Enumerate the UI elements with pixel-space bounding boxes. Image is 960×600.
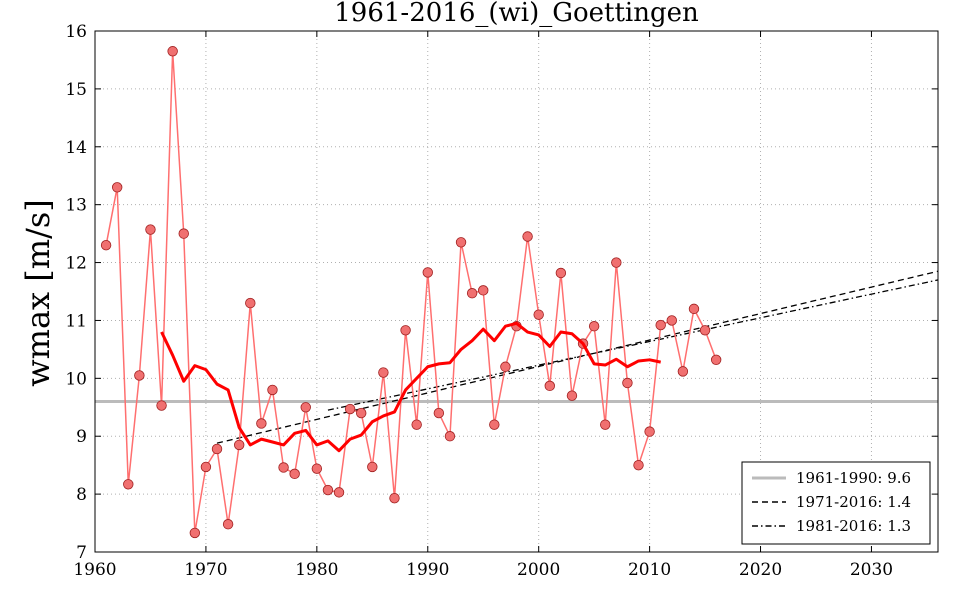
annual-data-point <box>566 390 578 401</box>
annual-data-point <box>500 361 511 372</box>
x-tick-label: 2020 <box>739 560 782 580</box>
x-tick-label: 2000 <box>517 560 560 580</box>
annual-data-point <box>422 267 433 278</box>
plot-area <box>95 46 938 539</box>
annual-data-point <box>344 403 356 415</box>
legend-entry-1981-label: 1981-2016: 1.3 <box>796 517 911 535</box>
annual-series-line <box>105 51 717 534</box>
plot-frame <box>94 30 939 553</box>
annual-data-point <box>311 463 323 474</box>
y-tick-label: 13 <box>65 196 87 216</box>
x-tick-label: 1990 <box>406 560 449 580</box>
chart-title: 1961-2016_(wi)_Goettingen <box>334 0 699 28</box>
annual-data-point <box>478 285 489 296</box>
x-tick-label: 1970 <box>184 560 227 580</box>
annual-data-point <box>233 439 245 451</box>
annual-data-point <box>522 231 533 242</box>
x-tick-label: 1960 <box>73 560 116 580</box>
annual-data-point <box>123 479 134 490</box>
annual-data-point <box>622 377 633 389</box>
annual-data-point <box>699 325 711 336</box>
x-tick-label: 2030 <box>850 560 893 580</box>
annual-data-point <box>389 492 400 504</box>
y-tick-label: 11 <box>65 311 87 331</box>
annual-data-point <box>267 384 278 396</box>
annual-data-point <box>134 370 145 381</box>
y-tick-label: 12 <box>65 254 87 274</box>
x-tick-label: 2010 <box>628 560 671 580</box>
annual-data-point <box>222 519 234 530</box>
annual-data-point <box>300 402 311 413</box>
annual-data-point <box>677 366 689 377</box>
trend-line-1971 <box>216 270 938 444</box>
annual-data-point <box>433 407 445 419</box>
annual-data-point <box>710 354 722 366</box>
annual-data-point <box>322 484 334 496</box>
annual-data-point <box>588 321 600 332</box>
annual-data-point <box>167 46 178 57</box>
annual-data-point <box>256 418 267 429</box>
annual-data-point <box>333 487 345 498</box>
annual-data-point <box>400 325 411 336</box>
annual-data-point <box>189 527 201 539</box>
legend-entry-1971-label: 1971-2016: 1.4 <box>796 493 911 511</box>
y-tick-label: 7 <box>76 543 87 563</box>
annual-data-point <box>100 239 112 251</box>
annual-data-point <box>145 224 156 235</box>
trend-line-1981 <box>327 279 938 411</box>
annual-data-point <box>688 303 700 315</box>
y-tick-label: 9 <box>76 427 87 447</box>
annual-data-point <box>466 288 478 299</box>
annual-data-point <box>544 380 555 392</box>
y-tick-label: 14 <box>65 138 87 158</box>
y-tick-label: 10 <box>65 369 87 389</box>
annual-data-point <box>444 431 456 442</box>
annual-data-point <box>455 237 467 248</box>
annual-data-point <box>200 461 212 473</box>
annual-data-point <box>378 367 389 378</box>
annual-data-point <box>611 257 622 268</box>
annual-data-point <box>489 419 500 430</box>
y-tick-label: 15 <box>65 80 87 100</box>
legend-entry-baseline-label: 1961-1990: 9.6 <box>796 469 911 487</box>
legend-box <box>741 461 931 545</box>
annual-data-point <box>156 400 167 411</box>
annual-data-point <box>178 228 189 239</box>
annual-data-point <box>533 309 544 320</box>
annual-data-point <box>111 182 123 193</box>
annual-data-point <box>367 461 378 473</box>
annual-data-point <box>278 462 289 473</box>
annual-data-point <box>356 407 367 419</box>
annual-data-point <box>411 419 422 430</box>
running-mean-line <box>160 321 662 453</box>
annual-data-point <box>655 319 666 331</box>
annual-data-point <box>633 459 644 471</box>
annual-data-point <box>245 297 256 309</box>
annual-data-point <box>644 426 655 437</box>
annual-data-point <box>555 267 567 279</box>
y-tick-label: 16 <box>65 22 87 42</box>
annual-data-point <box>289 468 300 480</box>
annual-data-point <box>211 443 223 455</box>
annual-data-point <box>600 419 611 430</box>
y-tick-label: 8 <box>76 485 87 505</box>
x-tick-label: 1980 <box>295 560 338 580</box>
annual-data-point <box>666 315 677 326</box>
